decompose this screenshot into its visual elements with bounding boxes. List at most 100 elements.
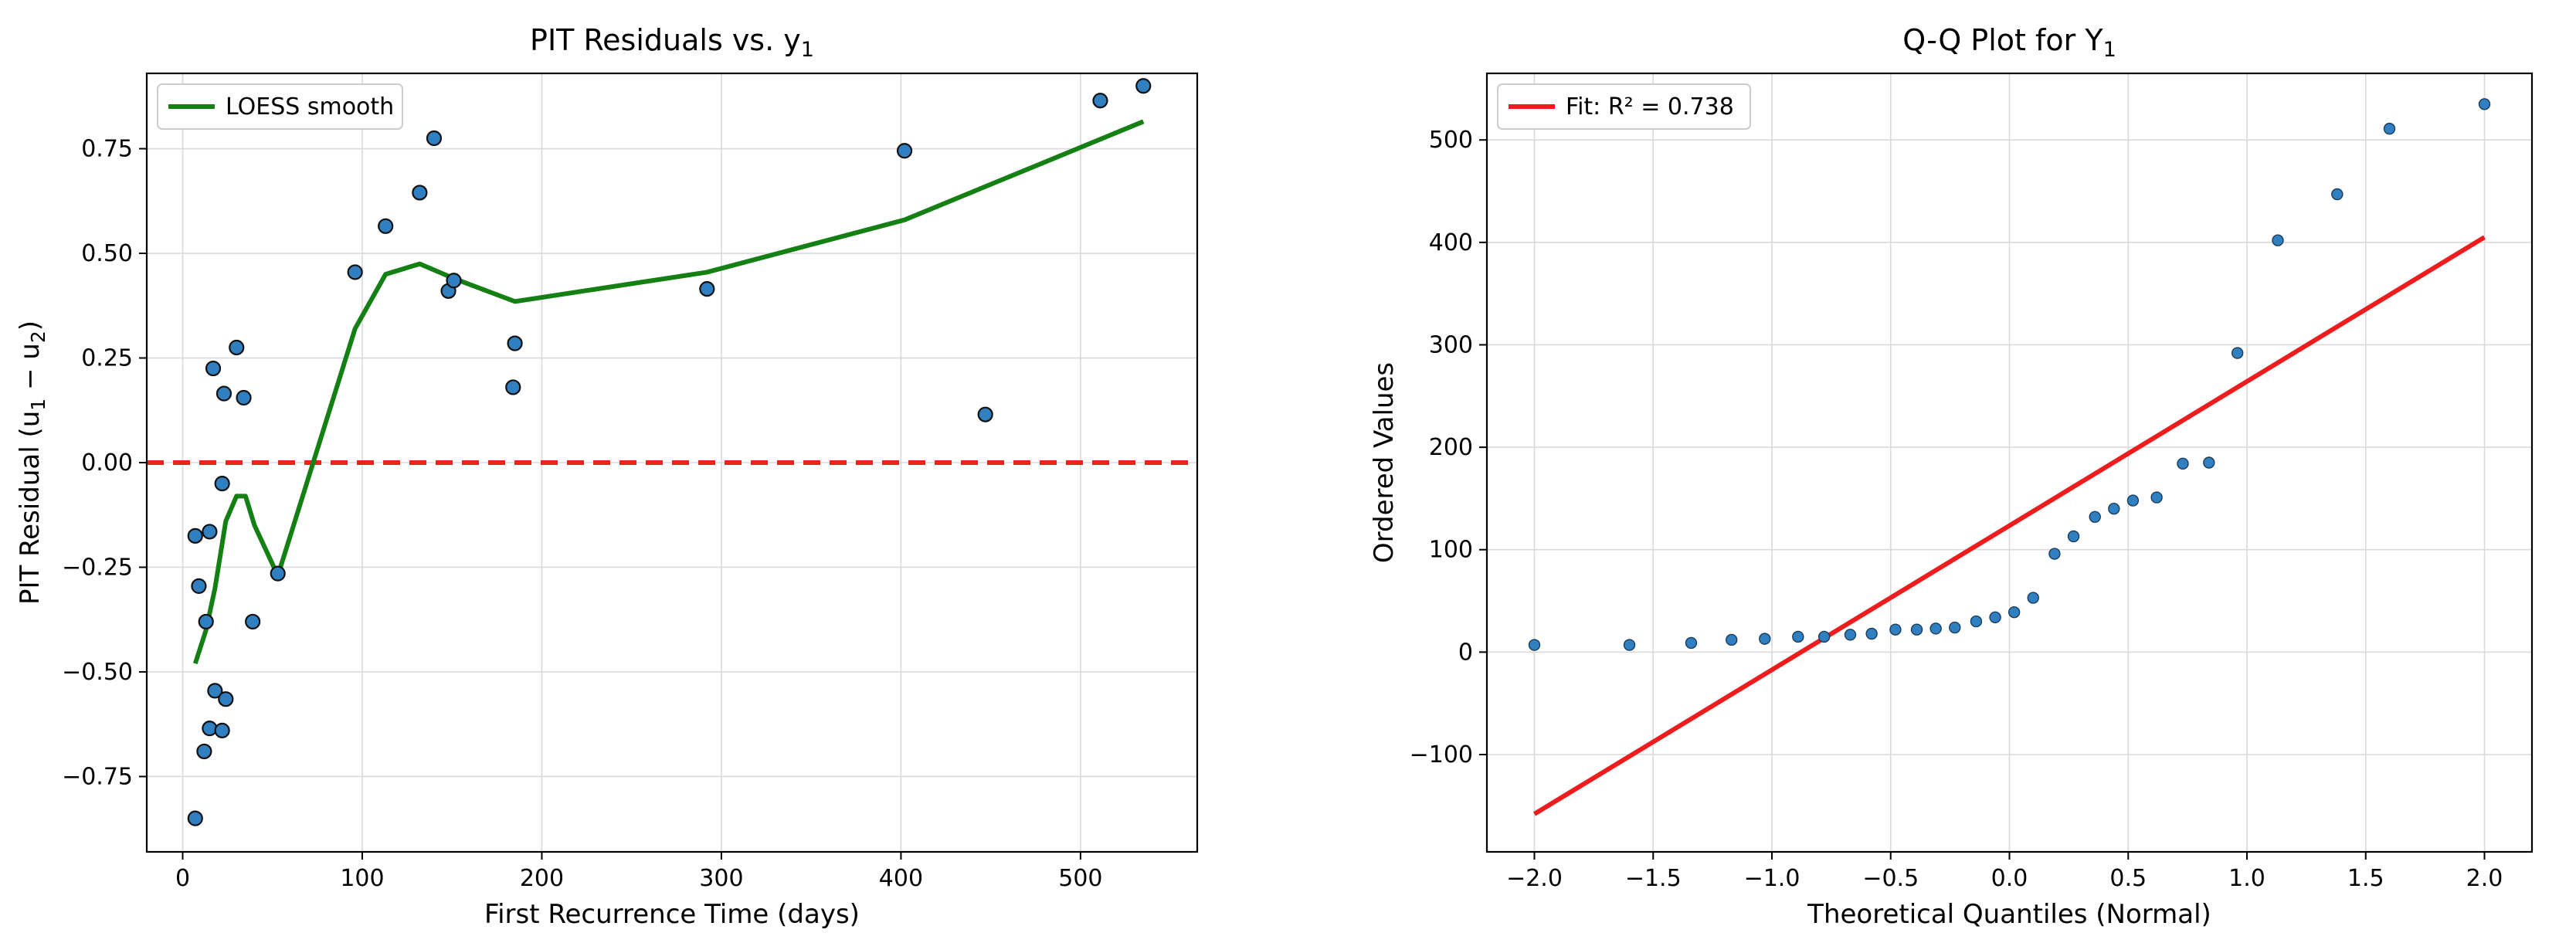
y-tick-label: 0.00 — [81, 449, 133, 477]
pit-residuals-chart: 0 100 200 300 400 500 −0.75 −0.50 −0.25 0.00 0.25 0… — [15, 23, 1199, 930]
residual-point — [214, 722, 230, 738]
residual-point — [207, 683, 223, 699]
residual-point — [216, 385, 232, 402]
qq-point — [2089, 511, 2101, 523]
residual-point — [245, 613, 261, 630]
x-tick-label: 400 — [879, 865, 923, 892]
qq-point — [2027, 592, 2039, 604]
left-legend: LOESS smooth — [157, 83, 403, 130]
right-y-axis-label: Ordered Values — [1369, 362, 1400, 563]
qq-point — [2203, 456, 2215, 469]
fit-legend-label: Fit: R² = 0.738 — [1566, 93, 1734, 120]
residual-point — [202, 524, 218, 540]
residual-point — [505, 379, 521, 395]
residual-point — [218, 691, 234, 707]
qq-point — [2231, 347, 2244, 359]
qq-point — [1759, 633, 1771, 645]
x-tick-label: 0.0 — [1991, 865, 2028, 892]
residual-point — [977, 406, 993, 422]
qq-point — [2478, 98, 2491, 110]
qq-point — [1817, 630, 1831, 643]
qq-point — [1970, 615, 1983, 628]
qq-point — [1844, 629, 1857, 641]
qq-point — [1949, 621, 1961, 634]
residual-point — [347, 264, 363, 280]
y-tick-label: 200 — [1429, 434, 1473, 461]
qq-point — [2383, 122, 2396, 135]
x-tick-label: 1.0 — [2228, 865, 2265, 892]
y-tick-label: 500 — [1429, 127, 1473, 154]
qq-point — [1889, 623, 1902, 636]
residual-point — [187, 810, 203, 826]
qq-point — [2331, 188, 2344, 201]
residual-point — [1092, 93, 1108, 109]
left-x-axis-label: First Recurrence Time (days) — [484, 899, 860, 930]
qq-point — [2126, 494, 2140, 507]
right-legend-box — [1497, 83, 1751, 130]
residual-point — [270, 565, 286, 582]
left-axis-ticks: 0 100 200 300 400 500 −0.75 −0.50 −0.25 0.00 0.25 0… — [62, 136, 1102, 892]
residual-point — [191, 578, 207, 594]
residual-point — [699, 280, 715, 297]
qq-point — [2108, 502, 2120, 515]
y-tick-label: −0.75 — [62, 763, 133, 790]
qq-point — [2008, 605, 2021, 619]
y-tick-label: −100 — [1410, 741, 1473, 768]
residual-point — [412, 185, 428, 201]
loess-legend-label: LOESS smooth — [226, 93, 394, 120]
residual-point — [426, 130, 443, 147]
residual-point — [378, 218, 394, 234]
y-tick-label: −0.50 — [62, 659, 133, 686]
qq-point — [1929, 622, 1942, 635]
y-tick-label: 0.75 — [81, 136, 133, 163]
residual-point — [198, 613, 214, 630]
left-chart-title: PIT Residuals vs. y1 — [530, 23, 814, 62]
qq-point — [1726, 633, 1738, 646]
residual-point — [896, 143, 913, 159]
qq-point — [1528, 639, 1541, 651]
y-tick-label: 0.50 — [81, 240, 133, 267]
qq-plot-chart: −2.0 −1.5 −1.0 −0.5 0.0 0.5 1.0 1.5 2.0 −100 0 100 2… — [1369, 23, 2534, 930]
x-tick-label: 200 — [520, 865, 564, 892]
left-scatter-points — [187, 78, 1152, 826]
residual-point — [446, 273, 462, 289]
residual-point — [196, 743, 212, 760]
qq-point — [2177, 457, 2189, 470]
residual-point — [229, 339, 245, 356]
x-tick-label: 2.0 — [2466, 865, 2503, 892]
x-tick-label: 100 — [340, 865, 384, 892]
residual-point — [202, 721, 218, 737]
qq-point — [1910, 623, 1923, 636]
x-tick-label: −1.0 — [1744, 865, 1800, 892]
qq-point — [1865, 627, 1878, 640]
x-tick-label: 300 — [699, 865, 743, 892]
x-tick-label: −2.0 — [1506, 865, 1563, 892]
residual-point — [1135, 78, 1152, 94]
right-legend: Fit: R² = 0.738 — [1497, 83, 1751, 130]
left-legend-box — [157, 83, 403, 130]
x-tick-label: −0.5 — [1862, 865, 1919, 892]
y-tick-label: 400 — [1429, 229, 1473, 256]
residual-point — [236, 389, 252, 406]
loess-smooth-line — [192, 119, 1145, 665]
x-tick-label: −1.5 — [1625, 865, 1682, 892]
right-chart-title: Q-Q Plot for Y1 — [1902, 23, 2116, 62]
y-tick-label: 300 — [1429, 331, 1473, 358]
qq-point — [1989, 611, 2001, 623]
right-gridlines — [1487, 73, 2532, 852]
y-tick-label: 0 — [1458, 639, 1473, 666]
residual-point — [187, 527, 203, 544]
residual-point — [205, 360, 222, 377]
qq-point — [2272, 234, 2284, 246]
qq-point — [1685, 636, 1698, 650]
fit-line — [1532, 235, 2486, 816]
y-tick-label: −0.25 — [62, 554, 133, 581]
right-axis-ticks: −2.0 −1.5 −1.0 −0.5 0.0 0.5 1.0 1.5 2.0 −100 0 100 2… — [1410, 127, 2503, 892]
x-tick-label: 500 — [1058, 865, 1102, 892]
y-tick-label: 0.25 — [81, 345, 133, 372]
right-x-axis-label: Theoretical Quantiles (Normal) — [1807, 899, 2211, 930]
qq-point — [2150, 491, 2163, 504]
residual-point — [214, 475, 230, 492]
x-tick-label: 0 — [175, 865, 190, 892]
